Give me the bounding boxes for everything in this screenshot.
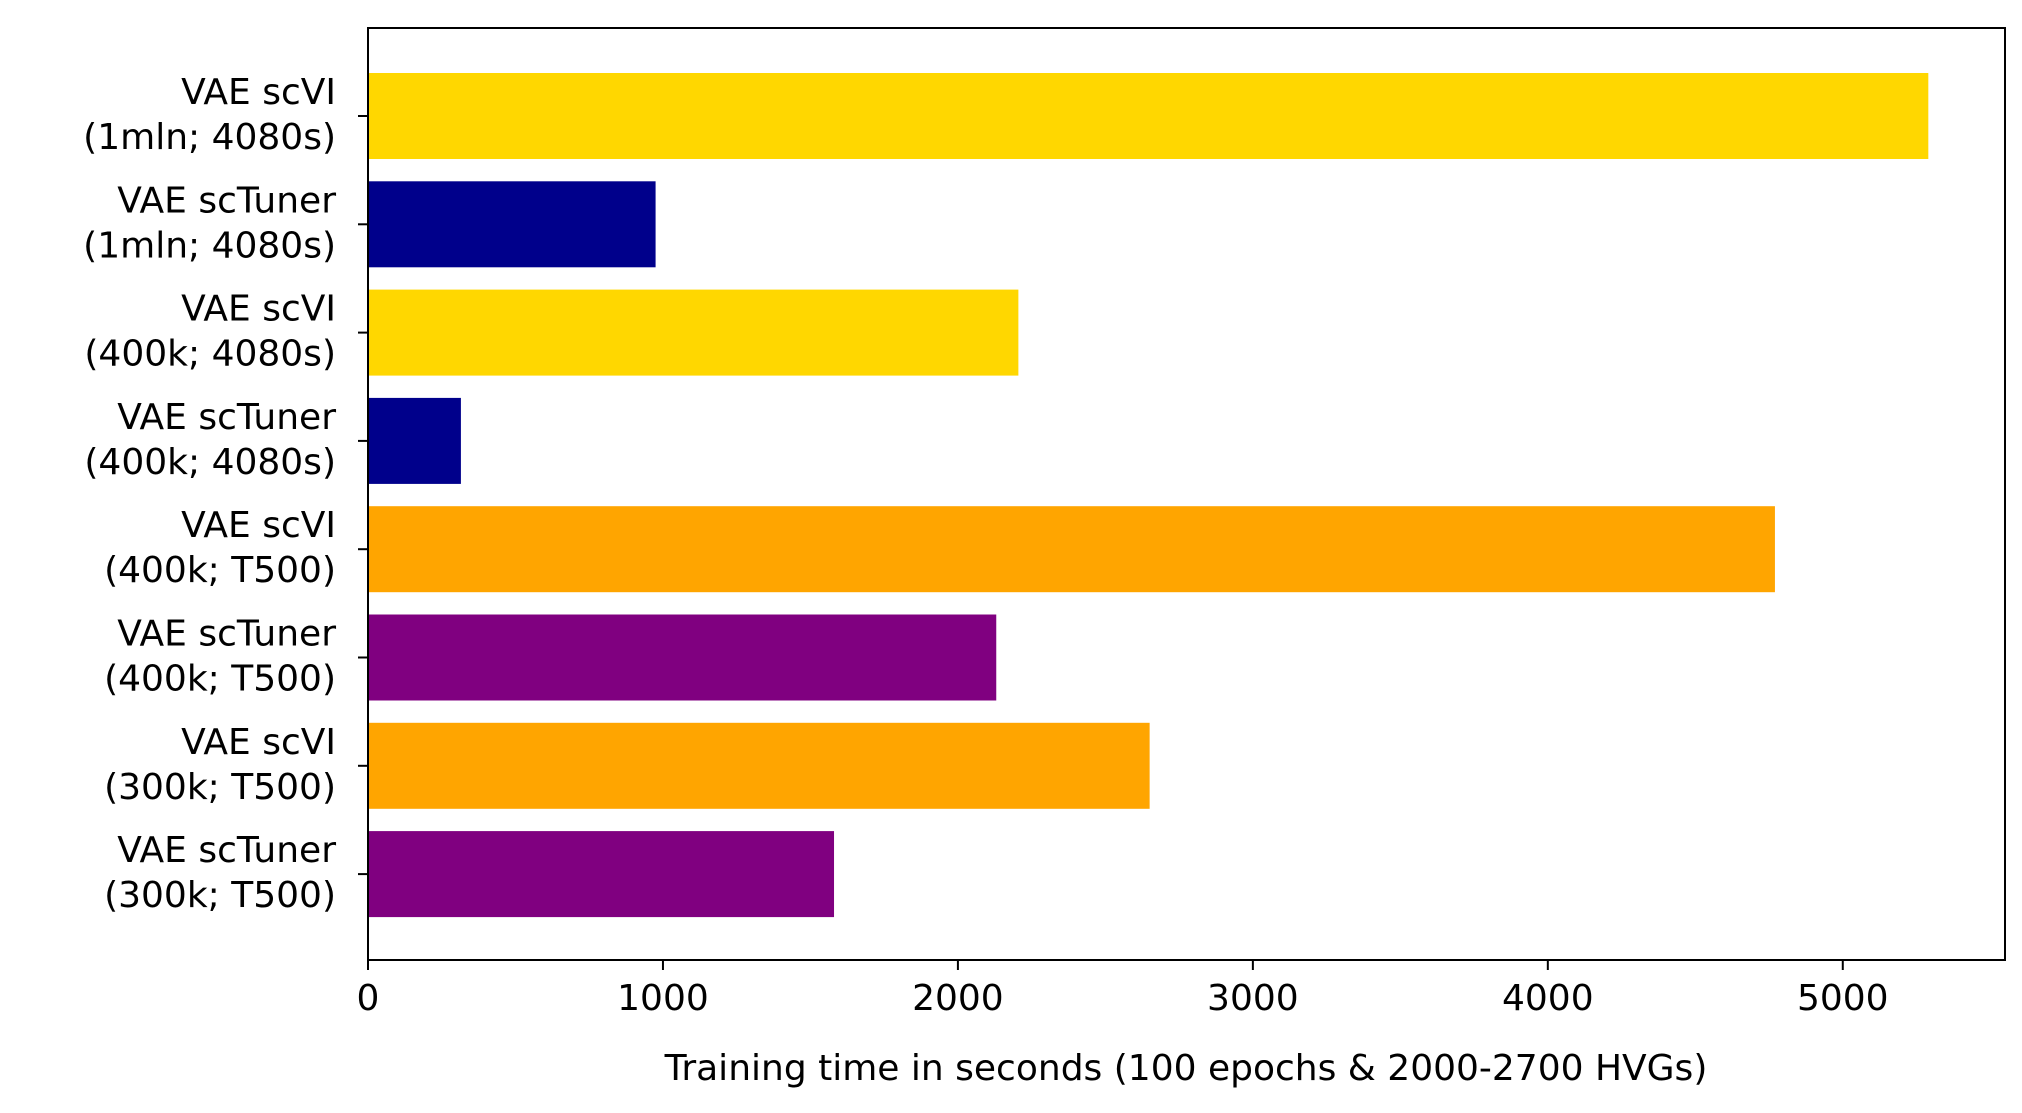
- y-tick-label-7-line-0: VAE scTuner: [117, 830, 336, 871]
- y-tick-label-5-line-1: (400k; T500): [104, 659, 336, 700]
- x-tick-label-3: 3000: [1207, 978, 1299, 1019]
- y-tick-label-7-line-1: (300k; T500): [104, 875, 336, 916]
- bar-3: [368, 397, 461, 484]
- bars-group: [368, 73, 1929, 918]
- y-tick-label-2-line-1: (400k; 4080s): [84, 334, 336, 375]
- y-tick-label-3-line-0: VAE scTuner: [117, 397, 336, 438]
- x-tick-label-4: 4000: [1502, 978, 1594, 1019]
- x-tick-label-5: 5000: [1797, 978, 1889, 1019]
- x-axis-title: Training time in seconds (100 epochs & 2…: [664, 1048, 1708, 1089]
- y-tick-label-4-line-0: VAE scVI: [181, 505, 336, 546]
- bar-4: [368, 506, 1775, 593]
- y-tick-label-4-line-1: (400k; T500): [104, 550, 336, 591]
- y-tick-label-1-line-1: (1mln; 4080s): [83, 225, 336, 266]
- bar-7: [368, 831, 835, 918]
- x-tick-label-2: 2000: [912, 978, 1004, 1019]
- y-tick-label-0-line-0: VAE scVI: [181, 72, 336, 113]
- bar-0: [368, 73, 1929, 159]
- bar-6: [368, 722, 1150, 809]
- x-tick-label-0: 0: [357, 978, 380, 1019]
- plot-frame: [367, 27, 2006, 961]
- y-tick-label-6-line-0: VAE scVI: [181, 722, 336, 763]
- y-tick-label-2-line-0: VAE scVI: [181, 289, 336, 330]
- y-axis-ticks: VAE scVI(1mln; 4080s)VAE scTuner(1mln; 4…: [83, 72, 368, 916]
- bar-1: [368, 181, 656, 268]
- x-axis-ticks: 0 1000 2000 3000 4000 5000: [357, 960, 1889, 1019]
- bar-5: [368, 614, 997, 701]
- y-tick-label-1-line-0: VAE scTuner: [117, 180, 336, 221]
- y-tick-label-0-line-1: (1mln; 4080s): [83, 117, 336, 158]
- y-tick-label-6-line-1: (300k; T500): [104, 767, 336, 808]
- bar-2: [368, 289, 1019, 376]
- y-tick-label-5-line-0: VAE scTuner: [117, 614, 336, 655]
- y-tick-label-3-line-1: (400k; 4080s): [84, 442, 336, 483]
- x-tick-label-1: 1000: [617, 978, 709, 1019]
